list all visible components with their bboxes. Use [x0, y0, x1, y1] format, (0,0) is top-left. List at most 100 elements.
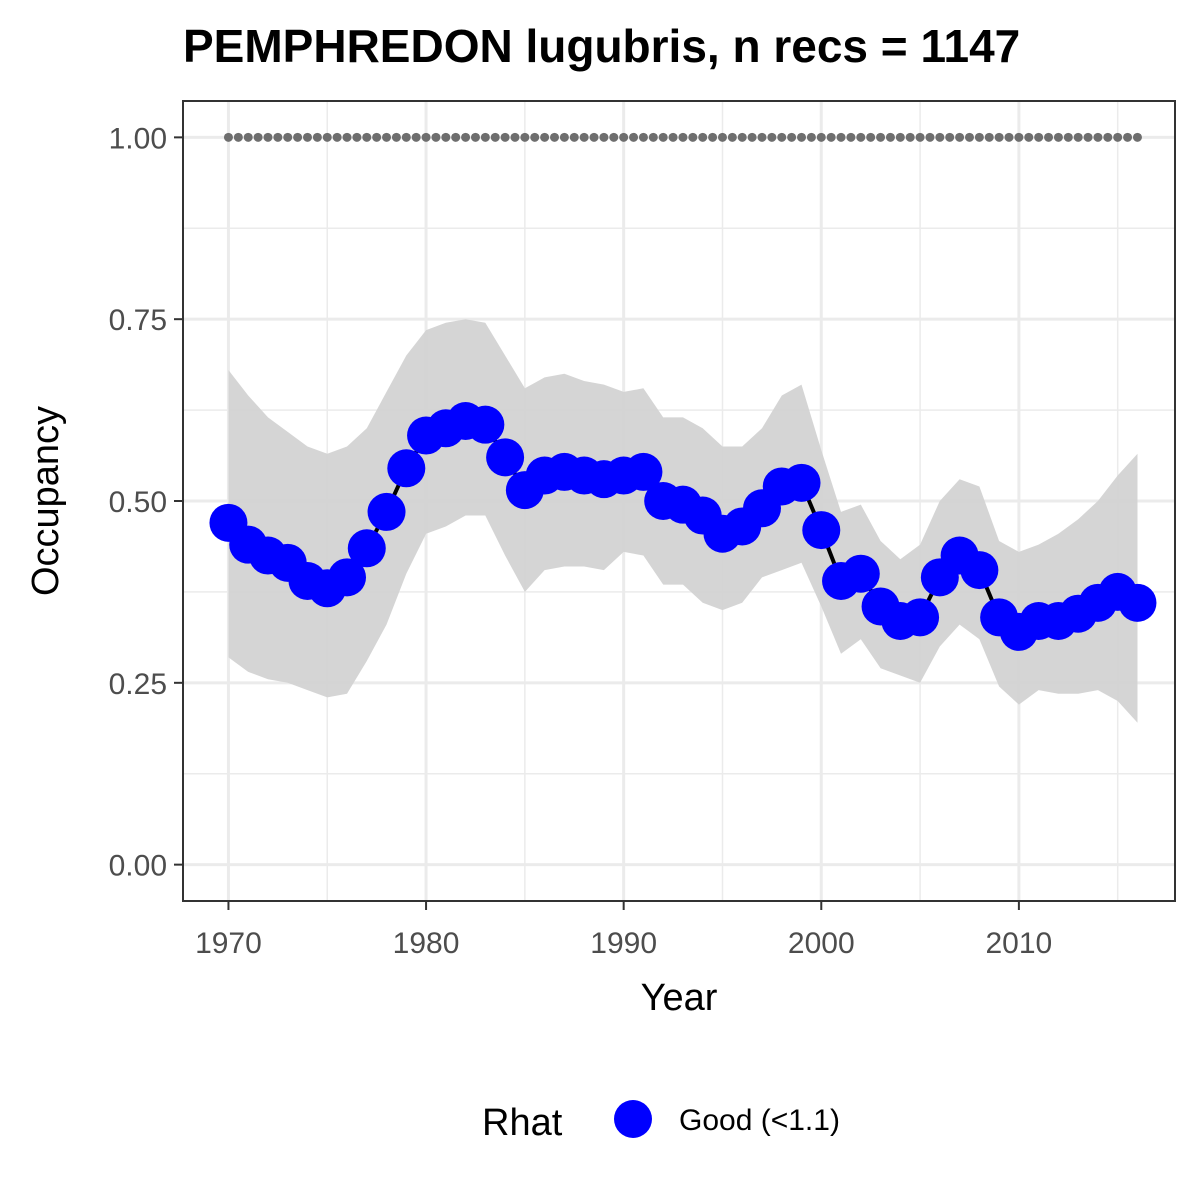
reference-dot — [826, 132, 836, 142]
reference-dot — [648, 132, 658, 142]
reference-dot — [885, 132, 895, 142]
reference-dot — [1103, 132, 1113, 142]
reference-dot — [500, 132, 510, 142]
reference-dot — [974, 132, 984, 142]
reference-dot — [905, 132, 915, 142]
reference-dot — [322, 132, 332, 142]
reference-dot — [431, 132, 441, 142]
reference-dot — [391, 132, 401, 142]
x-tick-label: 2010 — [986, 927, 1053, 960]
x-tick-label: 1980 — [393, 927, 460, 960]
reference-dot — [411, 132, 421, 142]
data-points — [209, 402, 1157, 651]
data-point — [782, 463, 821, 502]
y-tick-label: 1.00 — [109, 122, 167, 155]
reference-dot — [1113, 132, 1123, 142]
reference-dot — [609, 132, 619, 142]
reference-dots — [223, 132, 1142, 142]
reference-dot — [1063, 132, 1073, 142]
reference-dot — [994, 132, 1004, 142]
reference-dot — [797, 132, 807, 142]
reference-dot — [964, 132, 974, 142]
x-tick-label: 2000 — [788, 927, 855, 960]
reference-dot — [510, 132, 520, 142]
reference-dot — [895, 132, 905, 142]
x-axis: 1970 1980 1990 2000 2010 — [195, 901, 1052, 960]
legend: Rhat Good (<1.1) — [482, 1100, 840, 1144]
reference-dot — [490, 132, 500, 142]
reference-dot — [629, 132, 639, 142]
reference-dot — [599, 132, 609, 142]
reference-dot — [1044, 132, 1054, 142]
reference-dot — [727, 132, 737, 142]
reference-dot — [461, 132, 471, 142]
reference-dot — [787, 132, 797, 142]
reference-dot — [421, 132, 431, 142]
reference-dot — [638, 132, 648, 142]
reference-dot — [717, 132, 727, 142]
data-point — [1118, 583, 1157, 622]
reference-dot — [915, 132, 925, 142]
reference-dot — [302, 132, 312, 142]
reference-dot — [273, 132, 283, 142]
data-point — [387, 449, 426, 488]
reference-dot — [382, 132, 392, 142]
reference-dot — [550, 132, 560, 142]
reference-dot — [362, 132, 372, 142]
reference-dot — [253, 132, 263, 142]
legend-label-good: Good (<1.1) — [679, 1104, 840, 1137]
reference-dot — [530, 132, 540, 142]
data-point — [328, 558, 367, 597]
reference-dot — [925, 132, 935, 142]
reference-dot — [955, 132, 965, 142]
reference-dot — [747, 132, 757, 142]
x-axis-title: Year — [641, 977, 718, 1019]
reference-dot — [836, 132, 846, 142]
reference-dot — [441, 132, 451, 142]
y-axis-title: Occupancy — [25, 406, 67, 596]
reference-dot — [1014, 132, 1024, 142]
data-point — [486, 438, 525, 477]
reference-dot — [223, 132, 233, 142]
reference-dot — [332, 132, 342, 142]
reference-dot — [1132, 132, 1142, 142]
reference-dot — [1004, 132, 1014, 142]
reference-dot — [767, 132, 777, 142]
reference-dot — [540, 132, 550, 142]
reference-dot — [1083, 132, 1093, 142]
reference-dot — [283, 132, 293, 142]
data-point — [624, 452, 663, 491]
data-point — [367, 492, 406, 531]
reference-dot — [856, 132, 866, 142]
reference-dot — [1034, 132, 1044, 142]
legend-title: Rhat — [482, 1102, 563, 1144]
reference-dot — [658, 132, 668, 142]
reference-dot — [737, 132, 747, 142]
data-point — [802, 511, 841, 550]
reference-dot — [1024, 132, 1034, 142]
chart-title: PEMPHREDON lugubris, n recs = 1147 — [183, 20, 1020, 72]
data-point — [347, 529, 386, 568]
reference-dot — [935, 132, 945, 142]
reference-dot — [243, 132, 253, 142]
reference-dot — [1053, 132, 1063, 142]
reference-dot — [698, 132, 708, 142]
y-tick-label: 0.25 — [109, 668, 167, 701]
reference-dot — [589, 132, 599, 142]
reference-dot — [480, 132, 490, 142]
y-axis: 0.00 0.25 0.50 0.75 1.00 — [109, 122, 183, 883]
reference-dot — [876, 132, 886, 142]
reference-dot — [233, 132, 243, 142]
reference-dot — [293, 132, 303, 142]
reference-dot — [757, 132, 767, 142]
reference-dot — [401, 132, 411, 142]
data-point — [901, 598, 940, 637]
reference-dot — [559, 132, 569, 142]
reference-dot — [1123, 132, 1133, 142]
reference-dot — [342, 132, 352, 142]
data-point — [960, 551, 999, 590]
reference-dot — [668, 132, 678, 142]
reference-dot — [984, 132, 994, 142]
x-tick-label: 1990 — [590, 927, 657, 960]
